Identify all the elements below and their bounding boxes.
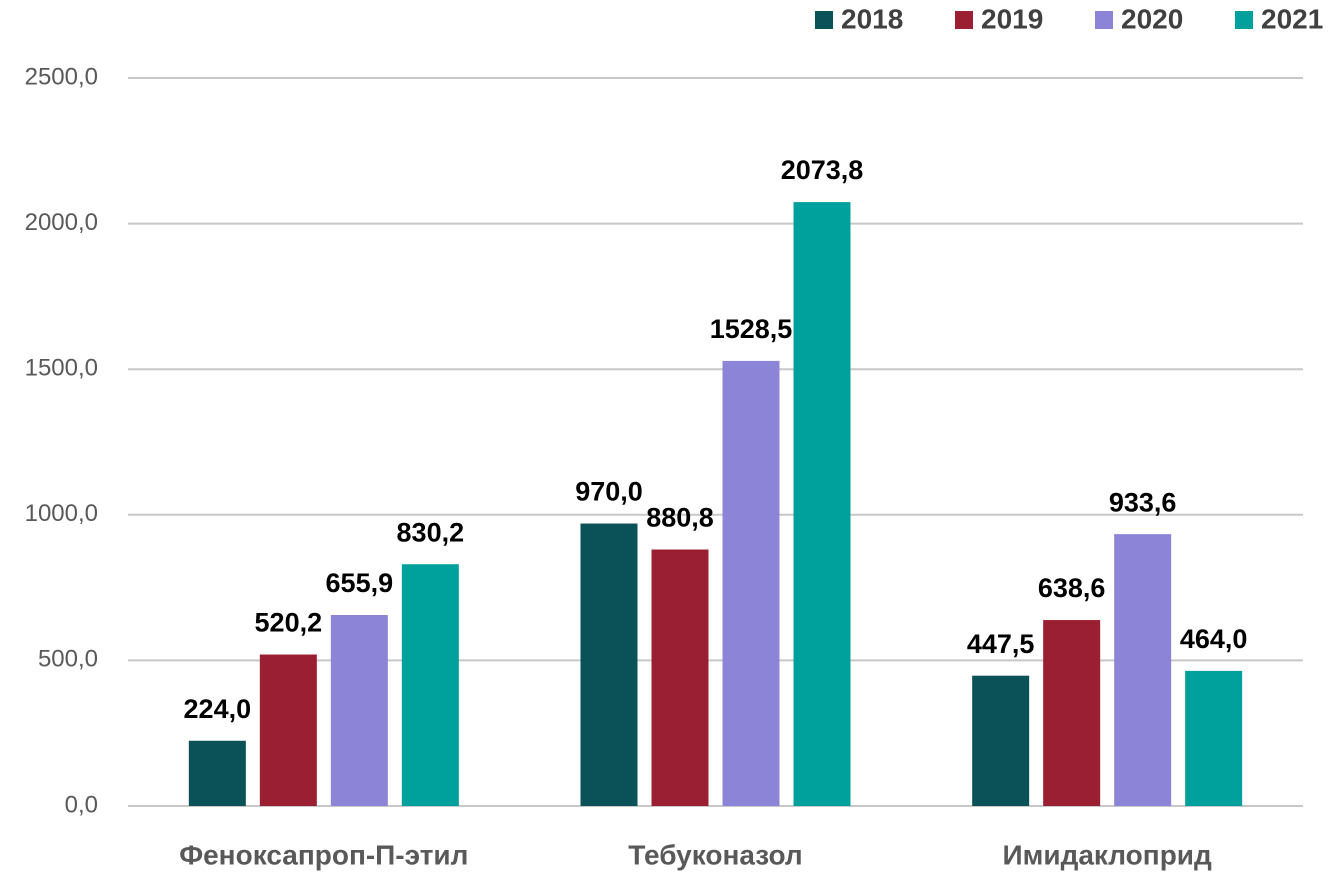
data-label: 830,2	[397, 517, 465, 547]
legend-label: 2021	[1261, 3, 1323, 34]
data-label: 1528,5	[710, 314, 793, 344]
data-label: 520,2	[255, 608, 323, 638]
bar	[1043, 620, 1101, 806]
legend-swatch	[1235, 11, 1253, 29]
data-label: 224,0	[184, 694, 252, 724]
bar	[651, 549, 709, 806]
y-tick-label: 1500,0	[25, 355, 98, 382]
legend-label: 2019	[981, 3, 1043, 34]
bar	[1185, 670, 1243, 806]
y-tick-label: 1000,0	[25, 500, 98, 527]
y-tick-label: 2000,0	[25, 209, 98, 236]
legend-swatch	[815, 11, 833, 29]
bar	[793, 202, 851, 806]
y-tick-label: 2500,0	[25, 63, 98, 90]
legend-label: 2020	[1121, 3, 1183, 34]
bar	[259, 654, 317, 806]
bar	[188, 740, 246, 806]
legend-swatch	[1095, 11, 1113, 29]
bar	[1114, 534, 1172, 806]
data-label: 447,5	[967, 629, 1035, 659]
bar	[330, 615, 388, 806]
x-tick-label: Имидаклоприд	[1003, 839, 1213, 870]
data-label: 2073,8	[781, 155, 864, 185]
data-label: 970,0	[575, 477, 643, 507]
legend-swatch	[955, 11, 973, 29]
y-tick-label: 500,0	[38, 646, 98, 673]
legend-label: 2018	[841, 3, 903, 34]
bar	[580, 523, 638, 806]
data-label: 655,9	[326, 568, 394, 598]
y-tick-label: 0,0	[65, 791, 98, 818]
x-tick-label: Феноксапроп-П-этил	[179, 839, 468, 870]
bar	[722, 360, 780, 806]
data-label: 638,6	[1038, 573, 1106, 603]
bar	[401, 564, 459, 806]
x-tick-label: Тебуконазол	[628, 839, 802, 870]
data-label: 464,0	[1180, 624, 1248, 654]
data-label: 880,8	[646, 503, 714, 533]
data-label: 933,6	[1109, 487, 1177, 517]
bar	[972, 675, 1030, 806]
